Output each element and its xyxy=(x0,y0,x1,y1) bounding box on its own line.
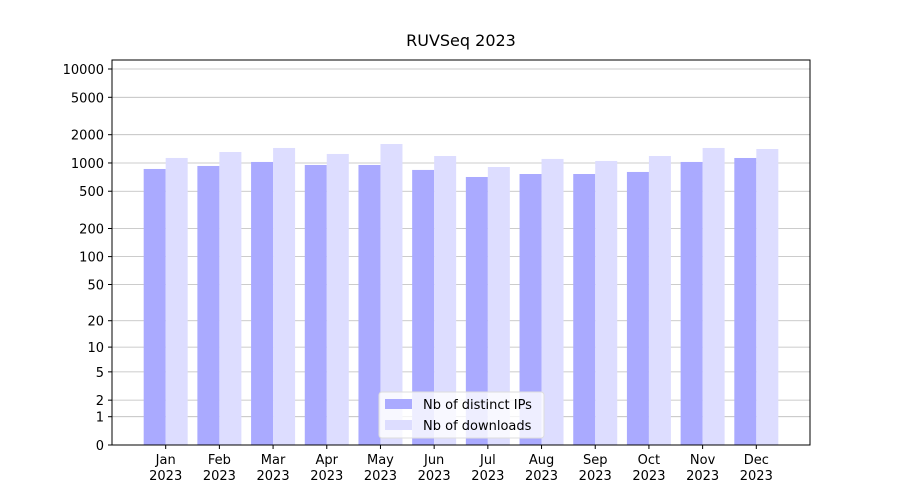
chart-title: RUVSeq 2023 xyxy=(406,31,516,50)
legend-swatch xyxy=(385,420,412,430)
y-tick-label: 5000 xyxy=(71,91,104,106)
y-tick-label: 20 xyxy=(87,315,104,330)
x-tick-label: Aug 2023 xyxy=(524,453,559,484)
legend-label: Nb of downloads xyxy=(423,419,532,434)
bar xyxy=(219,151,242,445)
y-tick-label: 100 xyxy=(79,251,104,266)
bar xyxy=(734,157,757,446)
y-tick-label: 2000 xyxy=(71,129,104,144)
bar xyxy=(273,147,296,446)
bar xyxy=(626,171,649,446)
bar xyxy=(412,169,435,445)
y-tick-label: 1 xyxy=(96,411,104,426)
bar xyxy=(680,161,703,446)
bar xyxy=(251,161,274,446)
x-tick-label: Dec 2023 xyxy=(739,453,773,484)
y-tick-label: 10 xyxy=(87,341,104,356)
y-tick-label: 0 xyxy=(96,439,104,454)
bar xyxy=(434,156,457,445)
bar xyxy=(541,158,564,446)
x-tick-label: Jun 2023 xyxy=(417,453,451,484)
legend-label: Nb of distinct IPs xyxy=(423,398,532,413)
bar xyxy=(648,156,671,445)
x-tick-label: Feb 2023 xyxy=(202,453,236,484)
bar xyxy=(304,164,327,446)
x-tick-label: May 2023 xyxy=(363,453,397,484)
y-tick-label: 2 xyxy=(96,394,104,409)
bar xyxy=(358,164,381,446)
y-tick-label: 10000 xyxy=(63,63,104,78)
bar xyxy=(380,144,403,445)
y-tick-label: 50 xyxy=(87,278,104,293)
bar xyxy=(756,149,779,446)
bar xyxy=(702,147,725,446)
y-tick-label: 200 xyxy=(79,223,104,238)
x-tick-label: Apr 2023 xyxy=(310,453,344,484)
bar xyxy=(573,173,596,446)
bar xyxy=(143,168,166,445)
bar xyxy=(197,165,220,445)
bar xyxy=(519,173,542,446)
bar xyxy=(465,176,488,446)
y-tick-label: 1000 xyxy=(71,157,104,172)
plot-frame xyxy=(111,59,811,446)
x-tick-label: Sep 2023 xyxy=(578,453,612,484)
y-tick-label: 5 xyxy=(96,366,104,381)
bar xyxy=(165,157,188,446)
x-tick-label: Mar 2023 xyxy=(256,453,290,484)
bar xyxy=(326,153,349,445)
x-tick-label: Oct 2023 xyxy=(632,453,666,484)
x-tick-label: Jan 2023 xyxy=(149,453,183,484)
bar xyxy=(487,166,510,445)
y-tick-label: 500 xyxy=(79,185,104,200)
bar xyxy=(595,160,618,445)
x-tick-label: Nov 2023 xyxy=(686,453,720,484)
x-tick-label: Jul 2023 xyxy=(471,453,505,484)
legend-swatch xyxy=(385,399,412,409)
legend-box xyxy=(378,391,545,439)
